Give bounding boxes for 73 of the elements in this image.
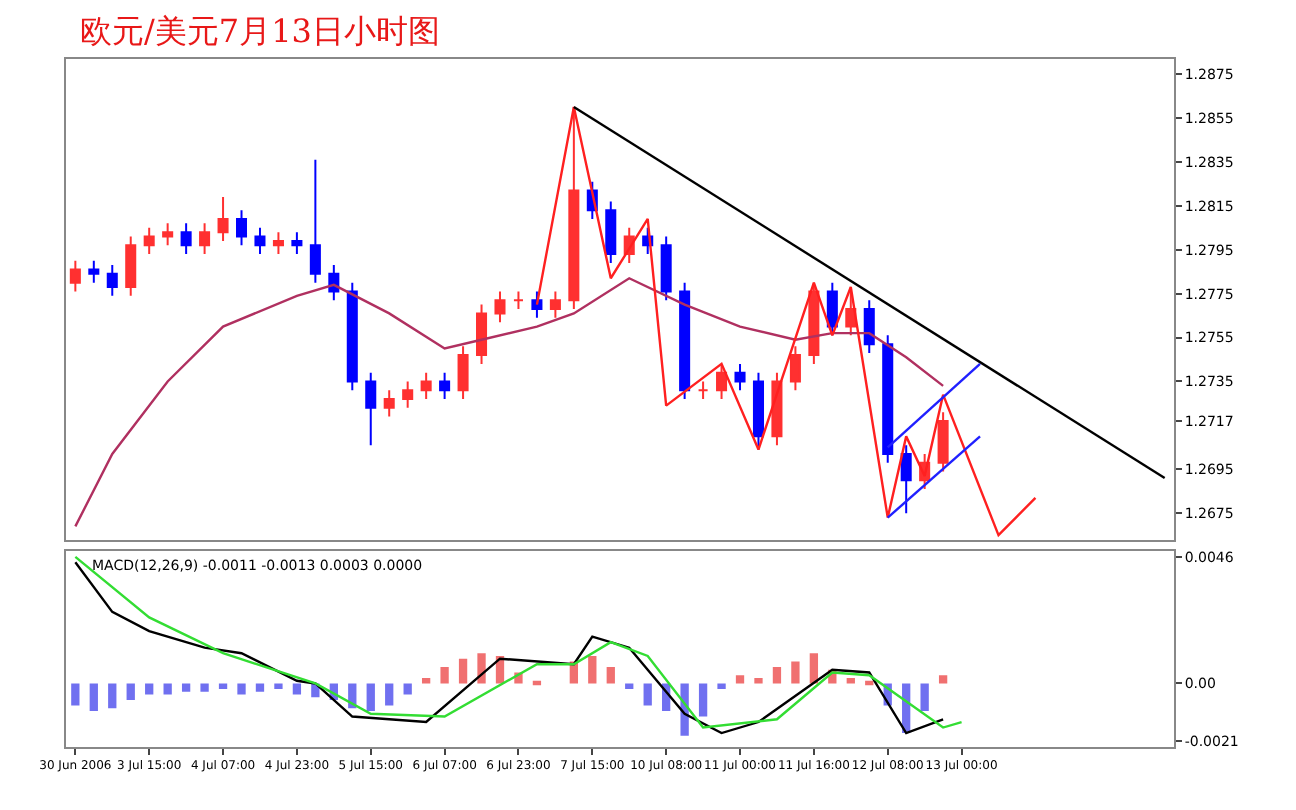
- bar: [255, 683, 265, 692]
- bar: [385, 683, 394, 706]
- candlestick: [235, 209, 248, 247]
- candlestick: [291, 231, 303, 256]
- chart-title: 欧元/美元7月13日小时图: [80, 12, 440, 50]
- candlestick: [863, 299, 875, 354]
- candlestick: [383, 389, 395, 418]
- candlestick: [402, 380, 414, 409]
- candlestick: [69, 259, 81, 293]
- bar: [108, 683, 117, 709]
- bar: [625, 683, 634, 689]
- line-series: [74, 277, 945, 528]
- candlestick: [716, 362, 728, 401]
- bar: [181, 683, 191, 692]
- candlestick: [199, 222, 211, 256]
- bar: [938, 675, 948, 684]
- bar: [163, 683, 172, 695]
- candlestick: [272, 231, 284, 256]
- candlestick: [143, 226, 155, 256]
- bar: [754, 677, 763, 684]
- candlestick: [512, 290, 524, 310]
- bar: [698, 683, 708, 717]
- bar: [440, 666, 449, 684]
- bar: [200, 683, 209, 692]
- candlestick: [420, 371, 432, 401]
- candlestick: [180, 222, 192, 256]
- candlestick: [125, 235, 137, 297]
- bar: [218, 683, 228, 689]
- candlestick: [309, 158, 321, 284]
- bar: [237, 683, 246, 695]
- candlestick: [679, 281, 691, 401]
- candlestick: [346, 281, 358, 392]
- bar: [403, 683, 412, 695]
- candlestick: [900, 444, 912, 515]
- candlestick: [752, 371, 765, 451]
- bar: [643, 683, 652, 706]
- bar: [717, 683, 726, 689]
- candlestick: [217, 195, 229, 242]
- bar: [274, 683, 283, 689]
- bar: [458, 658, 468, 684]
- candlestick: [605, 200, 617, 264]
- bar: [809, 653, 819, 684]
- bar: [772, 666, 782, 684]
- bar: [366, 683, 375, 712]
- candlestick: [162, 222, 174, 247]
- bar: [145, 683, 154, 695]
- candlestick: [660, 235, 672, 302]
- candlestick: [549, 290, 561, 319]
- candlestick: [882, 334, 894, 464]
- candlestick: [734, 362, 746, 392]
- candlestick: [365, 371, 377, 447]
- candlestick: [697, 380, 709, 401]
- bar: [920, 683, 929, 712]
- candlestick: [457, 345, 469, 401]
- line-series: [535, 105, 1037, 537]
- bar: [588, 655, 597, 684]
- candlestick: [106, 264, 118, 297]
- bar: [735, 675, 745, 684]
- bar: [606, 666, 615, 684]
- bar: [89, 683, 98, 712]
- bar: [126, 683, 135, 701]
- candlestick: [88, 259, 100, 284]
- candlestick: [254, 226, 266, 256]
- candlestick: [937, 411, 949, 473]
- bar: [71, 683, 80, 706]
- candlestick: [789, 345, 801, 392]
- candlestick: [439, 371, 451, 401]
- candlestick: [826, 281, 838, 337]
- bar: [292, 683, 302, 695]
- bar: [791, 661, 800, 684]
- candlestick: [494, 290, 506, 324]
- candlestick: [531, 290, 543, 319]
- candlestick: [476, 303, 488, 365]
